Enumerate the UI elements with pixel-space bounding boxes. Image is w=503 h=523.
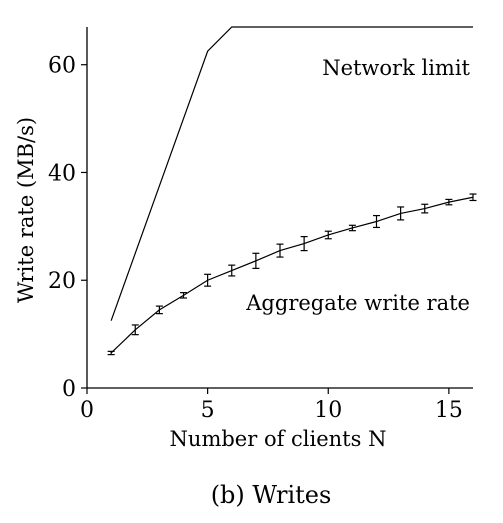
aggregate-write-rate-point xyxy=(252,252,260,269)
aggregate-write-rate-point xyxy=(107,350,115,356)
aggregate-write-rate-point xyxy=(348,224,356,232)
y-tick-label: 0 xyxy=(62,377,76,402)
aggregate-write-rate-point xyxy=(155,305,163,315)
aggregate-write-rate-point xyxy=(180,292,187,299)
y-tick-label: 20 xyxy=(48,269,76,294)
x-axis-label: Number of clients N xyxy=(170,427,387,451)
network-limit-annotation: Network limit xyxy=(322,56,470,80)
network-limit-line xyxy=(110,26,473,321)
aggregate-write-rate-point xyxy=(300,235,308,252)
aggregate-write-rate-point xyxy=(469,193,477,202)
aggregate-write-rate-point xyxy=(228,264,236,277)
x-tick-label: 10 xyxy=(314,398,342,423)
axes xyxy=(86,27,473,389)
aggregate-write-rate-point xyxy=(131,324,139,336)
aggregate-write-rate-point xyxy=(421,203,429,214)
y-axis-label: Write rate (MB/s) xyxy=(14,117,38,303)
x-tick-label: 5 xyxy=(201,398,215,423)
aggregate-write-rate-point xyxy=(276,243,284,258)
series-layer xyxy=(107,26,477,356)
figure-caption: (b) Writes xyxy=(211,481,332,509)
x-tick-label: 15 xyxy=(435,398,463,423)
aggregate-write-rate-annotation: Aggregate write rate xyxy=(245,291,470,315)
aggregate-write-rate-point xyxy=(445,198,453,206)
x-tick-label: 0 xyxy=(80,398,94,423)
aggregate-write-rate-point xyxy=(204,273,212,287)
y-tick-label: 40 xyxy=(48,161,76,186)
y-tick-label: 60 xyxy=(48,54,76,79)
aggregate-write-rate-point xyxy=(324,230,332,240)
aggregate-write-rate-line xyxy=(110,196,474,354)
aggregate-write-rate-point xyxy=(373,214,380,229)
ticks: 0 5 10 15 0 20 40 60 xyxy=(48,54,463,423)
aggregate-write-rate-point xyxy=(397,206,405,221)
